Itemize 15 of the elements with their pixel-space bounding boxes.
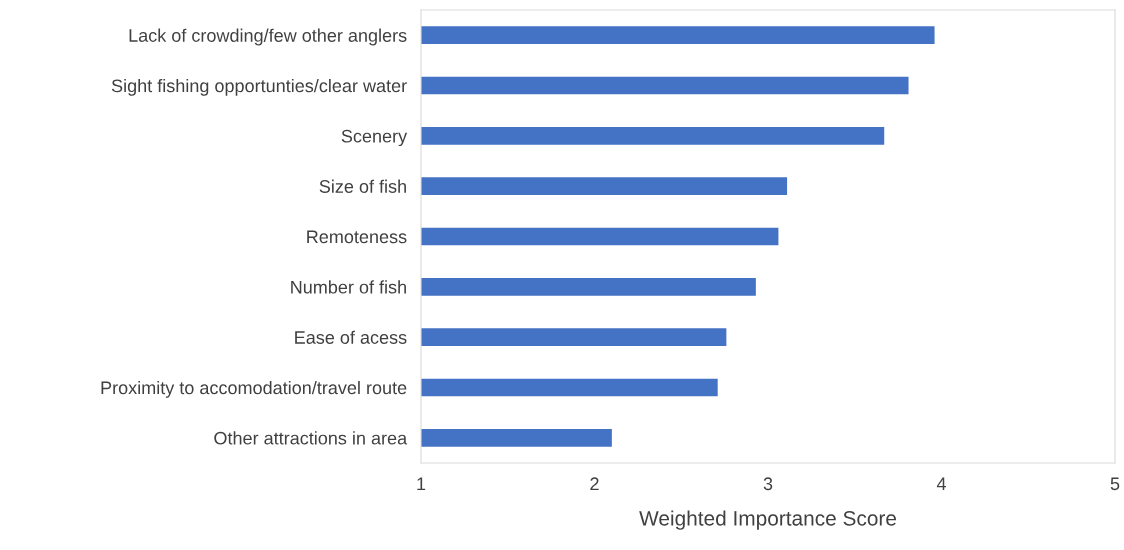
y-tick-label: Remoteness: [307, 230, 407, 244]
x-tick-label: 1: [417, 477, 426, 490]
y-tick-label: Scenery: [341, 129, 408, 147]
y-tick-label: Size of fish: [319, 179, 406, 193]
x-tick-label: 4: [936, 477, 946, 490]
y-tick-label: Lack of crowding/few other anglers: [129, 28, 407, 46]
y-tick-label: Number of fish: [291, 280, 406, 294]
x-axis-title: Weighted Importance Score: [639, 510, 897, 530]
y-tick-label: Other attractions in area: [214, 431, 408, 445]
x-tick-label: 2: [590, 477, 599, 490]
y-tick-label: Ease of acess: [295, 330, 407, 344]
y-tick-label: Proximity to accomodation/travel route: [101, 380, 407, 398]
x-tick-label: 5: [1110, 477, 1120, 491]
y-tick-label: Sight fishing opportunties/clear water: [111, 78, 407, 96]
x-tick-label: 3: [763, 477, 773, 491]
